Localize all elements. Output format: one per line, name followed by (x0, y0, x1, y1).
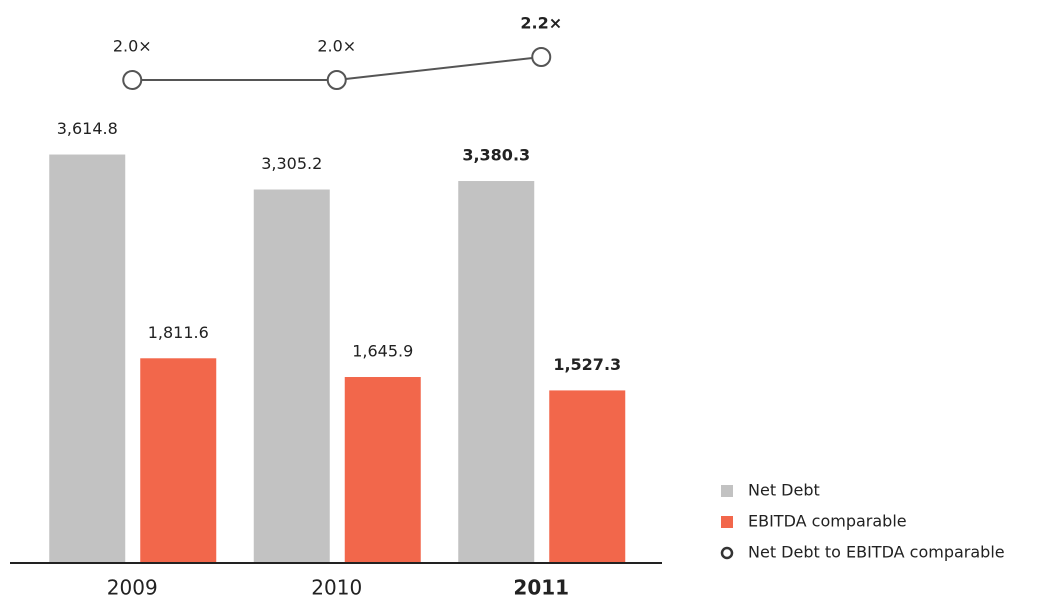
bar (458, 181, 535, 563)
data-label: 1,527.3 (553, 355, 621, 374)
bar (344, 377, 421, 563)
legend-marker (721, 485, 733, 497)
line-point (122, 70, 143, 90)
legend-marker (721, 516, 733, 528)
legend-label: EBITDA comparable (748, 512, 907, 531)
bar (253, 189, 330, 564)
data-label: 3,380.3 (462, 146, 530, 165)
x-tick-label: 2011 (513, 576, 569, 599)
data-label: 3,614.8 (57, 119, 118, 138)
bar (549, 390, 626, 563)
data-label: 2.0× (317, 37, 356, 56)
data-label: 3,305.2 (261, 154, 322, 173)
legend-label: Net Debt (748, 481, 820, 500)
x-tick-label: 2009 (107, 576, 158, 599)
legend-marker (720, 546, 734, 560)
data-label: 1,811.6 (148, 323, 209, 342)
data-label: 2.2× (520, 14, 562, 33)
line-point (326, 70, 347, 90)
data-label: 2.0× (113, 37, 152, 56)
line-point (531, 47, 552, 67)
x-tick-label: 2010 (311, 576, 362, 599)
bar (49, 154, 126, 564)
legend-label: Net Debt to EBITDA comparable (748, 543, 1005, 562)
data-label: 1,645.9 (352, 342, 413, 361)
bar (140, 358, 217, 563)
